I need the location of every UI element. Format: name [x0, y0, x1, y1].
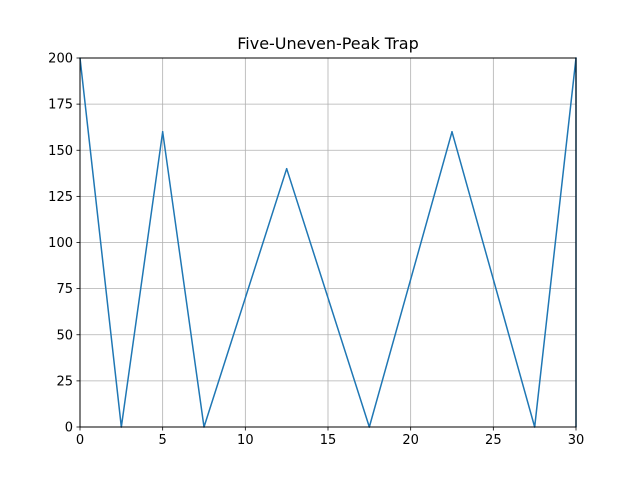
x-tick-label: 5 [159, 433, 167, 448]
data-point [451, 131, 453, 133]
x-tick-label: 25 [485, 433, 502, 448]
y-axis: 0 25 50 75 100 125 150 175 200 [48, 52, 80, 436]
x-axis: 0 5 10 15 20 25 30 [76, 427, 584, 448]
y-tick-label: 50 [56, 328, 73, 343]
y-tick-label: 175 [48, 98, 73, 113]
grid [79, 57, 577, 428]
data-point [161, 131, 164, 133]
y-tick-label: 125 [48, 190, 73, 205]
x-tick-label: 10 [237, 433, 254, 448]
y-tick-label: 200 [48, 52, 73, 67]
x-tick-label: 20 [402, 433, 419, 448]
y-tick-label: 100 [48, 236, 73, 251]
y-tick-label: 0 [65, 421, 73, 436]
y-tick-label: 75 [56, 282, 73, 297]
x-tick-label: 0 [76, 433, 84, 448]
series-line [79, 57, 577, 428]
x-tick-label: 15 [320, 433, 337, 448]
y-tick-label: 25 [56, 374, 73, 389]
y-tick-label: 150 [48, 144, 73, 159]
chart-title: Five-Uneven-Peak Trap [237, 34, 419, 53]
x-tick-label: 30 [568, 433, 585, 448]
data-point [285, 167, 288, 170]
